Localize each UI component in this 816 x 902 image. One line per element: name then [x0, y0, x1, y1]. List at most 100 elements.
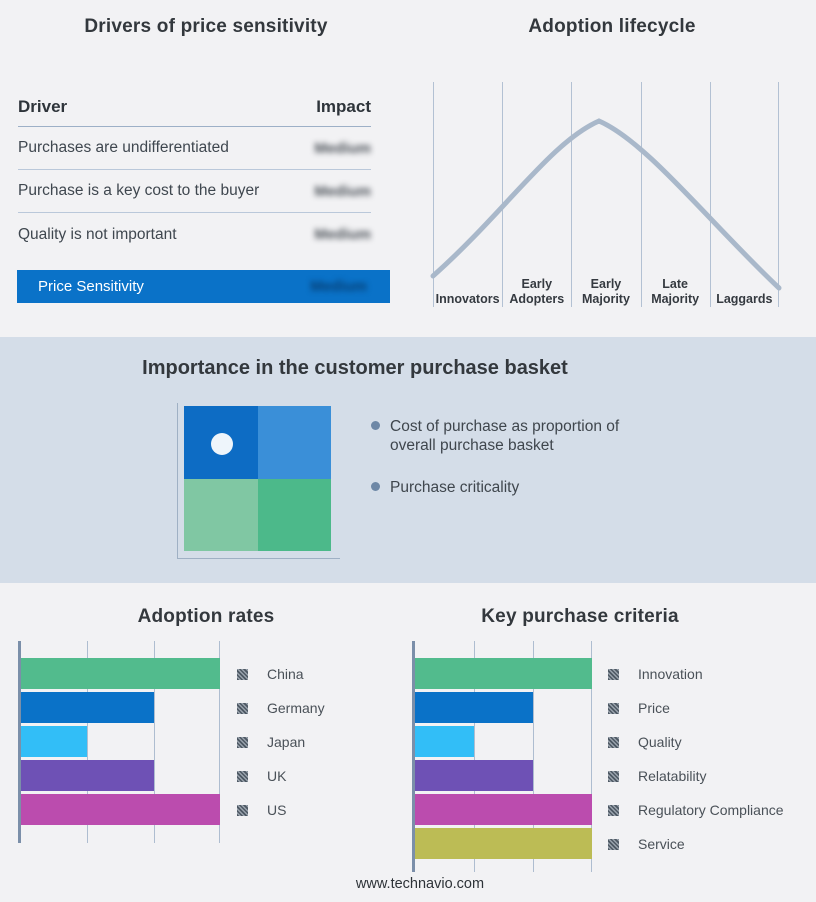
legend-label: Germany — [267, 700, 325, 716]
impact-value-redacted: Medium — [314, 226, 371, 243]
footer-url: www.technavio.com — [355, 876, 485, 892]
legend-label: Price — [638, 700, 670, 716]
hatched-swatch-icon — [237, 770, 248, 782]
bar-innovation — [415, 658, 592, 689]
legend-item: US — [237, 793, 325, 827]
legend-item: China — [237, 657, 325, 691]
purchase-basket-quadrant — [184, 406, 331, 551]
impact-value-redacted: Medium — [314, 182, 371, 200]
driver-row: Purchases are undifferentiated Medium — [18, 127, 371, 170]
legend-item: Quality — [608, 725, 784, 759]
legend-item: Regulatory Compliance — [608, 793, 784, 827]
chart-gridline — [87, 641, 89, 843]
legend-label: Service — [638, 836, 685, 852]
hatched-swatch-icon — [237, 702, 248, 714]
lifecycle-gridline — [502, 82, 504, 307]
lifecycle-stage-label: Late Majority — [651, 276, 700, 307]
quadrant-x-axis — [177, 558, 340, 559]
bar-japan — [21, 726, 88, 757]
driver-label: Purchases are undifferentiated — [18, 139, 229, 156]
col-driver: Driver — [18, 97, 68, 116]
quadrant-bottom-left — [184, 478, 258, 551]
driver-label: Quality is not important — [18, 225, 177, 243]
legend-label: UK — [267, 768, 287, 784]
price-sensitivity-label: Price Sensitivity — [38, 278, 144, 295]
hatched-swatch-icon — [237, 736, 248, 748]
legend-label: US — [267, 802, 287, 818]
lifecycle-gridline — [640, 82, 642, 307]
price-sensitivity-value-redacted: Medium — [310, 278, 367, 295]
bar-service — [415, 828, 592, 859]
chart-gridline — [219, 641, 220, 843]
legend-label: Japan — [267, 734, 306, 750]
legend-item: Relatability — [608, 759, 784, 793]
bar-price — [415, 692, 533, 723]
lifecycle-stage-label: Innovators — [435, 292, 500, 307]
drivers-table: Driver Impact Purchases are undifferenti… — [18, 97, 371, 256]
quadrant-marker-dot — [211, 433, 233, 455]
hatched-swatch-icon — [608, 702, 619, 714]
bar-china — [21, 658, 220, 689]
lifecycle-gridline — [709, 82, 711, 307]
hatched-swatch-icon — [608, 668, 619, 680]
basket-bullets: Cost of purchase as proportion of overal… — [371, 417, 633, 519]
lifecycle-gridline — [433, 82, 434, 307]
hatched-swatch-icon — [608, 838, 619, 850]
adoption-rates-plot — [18, 641, 220, 843]
legend-item: Germany — [237, 691, 325, 725]
bullet-icon — [371, 421, 380, 430]
legend-label: China — [267, 666, 304, 682]
bullet-item: Cost of purchase as proportion of overal… — [371, 417, 633, 456]
quadrant-y-axis — [177, 403, 178, 558]
bullet-text: Cost of purchase as proportion of overal… — [390, 418, 620, 455]
hatched-swatch-icon — [608, 804, 619, 816]
lifecycle-curve — [430, 118, 782, 291]
lifecycle-stage-label: Early Majority — [582, 276, 630, 307]
bar-regulatory-compliance — [415, 794, 592, 825]
legend-item: Japan — [237, 725, 325, 759]
hatched-swatch-icon — [608, 770, 619, 782]
key-purchase-criteria-title: Key purchase criteria — [481, 606, 679, 627]
legend-item: Innovation — [608, 657, 784, 691]
chart-gridline — [153, 641, 155, 843]
hatched-swatch-icon — [608, 736, 619, 748]
bullet-text: Purchase criticality — [390, 478, 520, 496]
bar-germany — [21, 692, 154, 723]
lifecycle-gridline — [778, 82, 779, 307]
driver-row: Purchase is a key cost to the buyer Mediu… — [18, 170, 371, 213]
lifecycle-stage-label: Early Adopters — [509, 276, 565, 307]
lifecycle-gridline — [571, 82, 573, 307]
chart-gridline — [532, 641, 534, 872]
driver-label: Purchase is a key cost to the buyer — [18, 182, 260, 199]
legend-item: Price — [608, 691, 784, 725]
bar-uk — [21, 760, 154, 791]
legend-item: Service — [608, 827, 784, 861]
lifecycle-stage-label: Laggards — [716, 292, 773, 307]
legend-label: Quality — [638, 734, 682, 750]
bar-quality — [415, 726, 474, 757]
legend-label: Relatability — [638, 768, 707, 784]
bar-relatability — [415, 760, 533, 791]
drivers-title: Drivers of price sensitivity — [84, 16, 328, 37]
quadrant-top-right — [257, 406, 331, 479]
impact-value-redacted: Medium — [314, 139, 371, 157]
driver-row: Quality is not important Medium — [18, 213, 371, 256]
lifecycle-title: Adoption lifecycle — [528, 16, 696, 37]
quadrant-bottom-right — [257, 478, 331, 551]
basket-title: Importance in the customer purchase bask… — [142, 357, 568, 379]
legend-item: UK — [237, 759, 325, 793]
hatched-swatch-icon — [237, 668, 248, 680]
bullet-item: Purchase criticality — [371, 478, 633, 497]
legend-label: Regulatory Compliance — [638, 802, 784, 818]
key-purchase-criteria-plot — [412, 641, 592, 872]
price-sensitivity-bar: Price Sensitivity Medium — [17, 270, 390, 303]
legend-label: Innovation — [638, 666, 703, 682]
key-purchase-criteria-legend: Innovation Price Quality Relatability Regula… — [608, 657, 784, 861]
bar-us — [21, 794, 220, 825]
adoption-rates-title: Adoption rates — [137, 606, 275, 627]
purchase-basket-band: Importance in the customer purchase bask… — [0, 337, 816, 583]
col-impact: Impact — [316, 97, 371, 116]
bullet-icon — [371, 481, 380, 491]
chart-gridline — [473, 641, 475, 872]
